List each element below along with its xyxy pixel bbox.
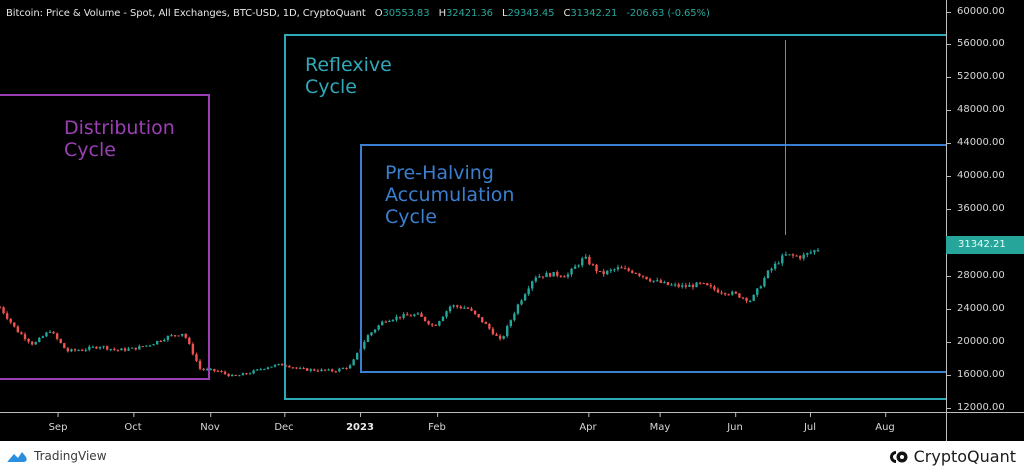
axis-corner (946, 412, 1024, 441)
x-tick: Dec (274, 413, 294, 433)
distribution-cycle-label: Distribution Cycle (64, 117, 175, 161)
vertical-trend-line[interactable] (785, 40, 786, 235)
x-tick: Apr (579, 413, 597, 433)
change-value: -206.63 (-0.65%) (626, 8, 710, 19)
tradingview-brand: TradingView (34, 449, 107, 463)
cryptoquant-mark-icon (889, 450, 908, 463)
x-tick: Jul (804, 413, 816, 433)
x-tick: Sep (49, 413, 67, 433)
high-value: 32421.36 (445, 8, 493, 19)
pre-halving-accumulation-label: Pre-Halving Accumulation Cycle (385, 162, 515, 228)
x-tick: May (650, 413, 670, 433)
close-value: 31342.21 (570, 8, 618, 19)
low-value: 29343.45 (507, 8, 555, 19)
cryptoquant-logo[interactable]: CryptoQuant (889, 447, 1016, 466)
current-price-tag: 31342.21 (946, 236, 1024, 254)
x-tick: Jun (727, 413, 743, 433)
x-tick: Feb (428, 413, 446, 433)
time-axis[interactable]: Sep Oct Nov Dec 2023 Feb Apr May Jun Jul Aug (0, 412, 946, 441)
x-tick: Oct (124, 413, 142, 433)
open-value: 30553.83 (382, 8, 430, 19)
tradingview-logo[interactable]: TradingView (6, 449, 107, 463)
chart-legend: Bitcoin: Price & Volume - Spot, All Exch… (6, 8, 710, 19)
cryptoquant-brand: CryptoQuant (913, 447, 1016, 466)
reflexive-cycle-label: Reflexive Cycle (305, 54, 392, 98)
price-axis[interactable]: 60000.00 56000.00 52000.00 48000.00 4400… (946, 0, 1024, 441)
distribution-cycle-box[interactable]: Distribution Cycle (0, 94, 210, 380)
pre-halving-accumulation-box[interactable]: Pre-Halving Accumulation Cycle (360, 144, 984, 373)
footer: TradingView CryptoQuant (0, 441, 1024, 472)
symbol-title: Bitcoin: Price & Volume - Spot, All Exch… (6, 8, 366, 19)
tradingview-cloud-icon (7, 452, 27, 462)
x-tick: 2023 (346, 413, 374, 433)
chart-canvas[interactable]: Distribution Cycle Reflexive Cycle Pre-H… (0, 0, 984, 441)
x-tick: Aug (875, 413, 895, 433)
candlestick-series (0, 247, 820, 377)
x-tick: Nov (200, 413, 220, 433)
